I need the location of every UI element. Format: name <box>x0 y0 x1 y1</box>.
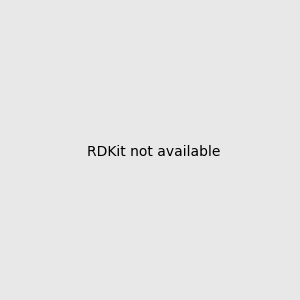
Text: RDKit not available: RDKit not available <box>87 145 220 158</box>
